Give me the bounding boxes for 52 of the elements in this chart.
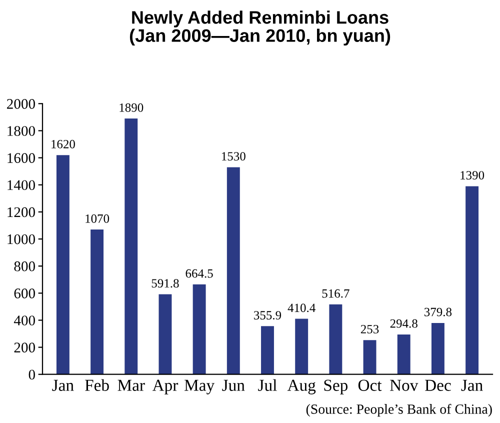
y-tick-label: 1200 xyxy=(8,207,35,218)
x-tick-label: May xyxy=(184,380,215,394)
y-tick-label: 1400 xyxy=(8,180,35,190)
x-tick-label: Oct xyxy=(358,380,382,391)
data-label: 1620 xyxy=(52,140,75,148)
data-label: 379.8 xyxy=(424,308,452,316)
chart-title: Newly Added Renminbi Loans (Jan 2009—Jan 2010, bn yuan) xyxy=(130,10,390,46)
data-label: 294.8 xyxy=(390,319,418,328)
y-tick-label: 400 xyxy=(14,316,35,326)
bar xyxy=(261,326,274,374)
bar xyxy=(295,318,308,374)
data-label: 1890 xyxy=(120,103,144,112)
bar xyxy=(431,322,444,374)
y-tick-label: 800 xyxy=(14,261,35,272)
x-tick-label: Sep xyxy=(324,380,348,394)
data-label: 664.5 xyxy=(186,269,213,278)
x-tick-label: Dec xyxy=(425,380,451,391)
x-tick-label: Aug xyxy=(287,380,316,394)
y-tick-label: 2000 xyxy=(7,98,35,109)
bar xyxy=(90,230,104,374)
data-label: 355.9 xyxy=(254,311,282,320)
data-label: 1070 xyxy=(86,214,110,223)
bar xyxy=(226,167,240,374)
data-label: 1390 xyxy=(460,171,484,180)
data-label: 516.7 xyxy=(322,289,350,298)
x-tick-label: Feb xyxy=(85,379,109,391)
data-label: 1530 xyxy=(222,152,246,161)
text: (Source: People’s Bank of China) xyxy=(306,404,492,417)
x-tick-label: Nov xyxy=(390,380,418,391)
y-tick-label: 200 xyxy=(14,342,35,352)
y-tick-label: 1600 xyxy=(8,153,35,163)
bar xyxy=(124,118,138,374)
x-tick-label: Apr xyxy=(152,380,178,394)
y-tick-label: 0 xyxy=(28,370,35,380)
x-tick-label: Jun xyxy=(222,380,245,391)
x-tick-label: Jan xyxy=(52,380,74,391)
data-label: 591.8 xyxy=(152,279,179,288)
bar xyxy=(397,334,410,374)
data-label: 410.4 xyxy=(288,304,316,312)
bar xyxy=(56,155,70,374)
y-tick-label: 1800 xyxy=(8,126,35,136)
bar xyxy=(192,284,206,374)
bar xyxy=(363,340,376,374)
bar xyxy=(329,304,342,374)
data-label: 253 xyxy=(360,325,379,334)
y-tick-label: 1000 xyxy=(8,234,35,244)
y-tick-label: 600 xyxy=(14,288,35,298)
bar xyxy=(466,186,479,374)
x-tick-label: Mar xyxy=(118,380,145,391)
bar xyxy=(158,294,172,374)
x-tick-label: Jul xyxy=(258,379,277,391)
x-tick-label: Jan xyxy=(461,380,483,391)
